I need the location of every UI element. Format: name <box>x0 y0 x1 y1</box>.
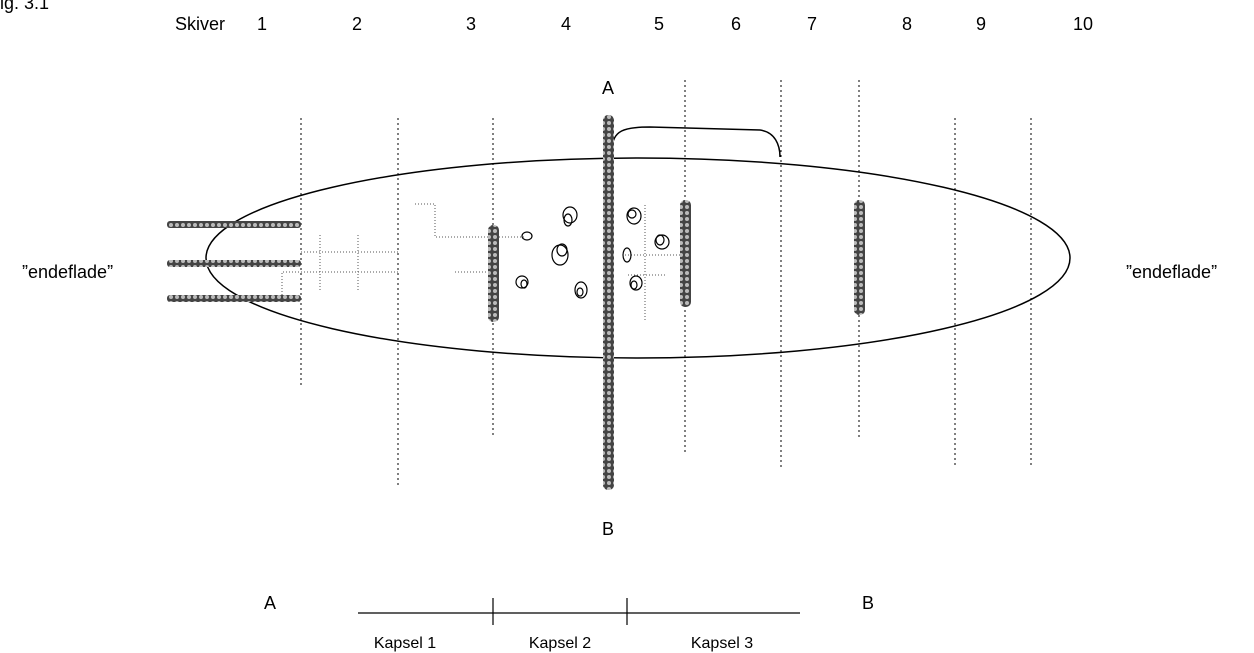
section-top: A <box>602 78 614 98</box>
end-label-left: ”endeflade” <box>22 262 113 282</box>
slice-number: 1 <box>257 14 267 34</box>
arc <box>612 127 780 157</box>
slice-number: 9 <box>976 14 986 34</box>
slice-number: 3 <box>466 14 476 34</box>
figure: ig. 3.1 Skiver 1 2 3 4 5 6 7 8 9 10 <box>0 0 1254 653</box>
axis-end: B <box>862 593 874 613</box>
axis-start: A <box>264 593 276 613</box>
section-bottom: B <box>602 519 614 539</box>
capsule-label: Kapsel 3 <box>691 635 753 652</box>
slice-number: 5 <box>654 14 664 34</box>
capsule-label: Kapsel 1 <box>374 635 436 652</box>
capsule-label: Kapsel 2 <box>529 635 591 652</box>
slice-number: 4 <box>561 14 571 34</box>
slice-lines <box>301 80 1031 485</box>
slice-number: 2 <box>352 14 362 34</box>
capsule-outline <box>206 158 1070 358</box>
slice-number: 8 <box>902 14 912 34</box>
capsule-axis <box>358 598 800 625</box>
fine-lines <box>282 204 685 320</box>
slice-numbers: 1 2 3 4 5 6 7 8 9 10 <box>257 14 1093 34</box>
slices-label: Skiver <box>175 14 225 34</box>
slice-number: 10 <box>1073 14 1093 34</box>
scribbles <box>516 207 669 298</box>
slice-number: 6 <box>731 14 741 34</box>
end-label-right: ”endeflade” <box>1126 262 1217 282</box>
slice-number: 7 <box>807 14 817 34</box>
bead-bars <box>167 115 865 490</box>
figure-label: ig. 3.1 <box>0 0 49 13</box>
